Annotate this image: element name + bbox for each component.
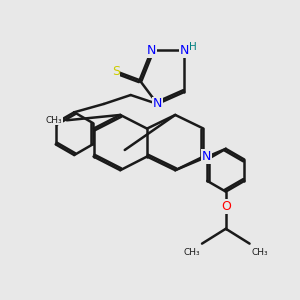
Text: N: N (202, 150, 211, 163)
Text: H: H (189, 43, 197, 52)
Text: N: N (147, 44, 156, 57)
Text: N: N (179, 44, 189, 57)
Text: CH₃: CH₃ (251, 248, 268, 257)
Text: S: S (112, 65, 120, 78)
Text: O: O (221, 200, 231, 213)
Text: N: N (153, 98, 162, 110)
Text: CH₃: CH₃ (184, 248, 200, 257)
Text: CH₃: CH₃ (46, 116, 62, 125)
